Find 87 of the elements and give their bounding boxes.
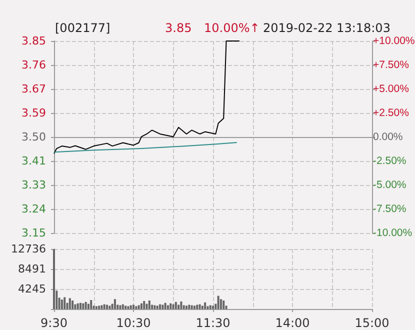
text: 10.00%↑ xyxy=(204,21,260,35)
bar xyxy=(180,301,182,309)
bar xyxy=(95,306,98,309)
bar xyxy=(182,305,185,309)
x-tick-label: 11:30 xyxy=(196,316,230,330)
y-tick-label: 4245 xyxy=(18,282,46,296)
y-tick-label: 3.67 xyxy=(22,82,46,96)
x-tick-label: 10:30 xyxy=(116,316,151,330)
bar xyxy=(74,304,76,309)
x-tick-label: 14:00 xyxy=(275,316,310,330)
bar xyxy=(172,304,174,309)
bar xyxy=(162,304,164,309)
y2-tick-label: +2.50% xyxy=(373,107,409,119)
bar xyxy=(156,306,158,309)
y-tick-label: 3.41 xyxy=(22,154,46,168)
bar xyxy=(212,306,214,309)
y-tick-label: 3.15 xyxy=(22,226,46,240)
y2-tick-label: +5.00% xyxy=(373,83,409,95)
bar xyxy=(188,304,190,309)
bar xyxy=(186,306,188,309)
bar xyxy=(72,300,74,309)
y-tick-label: 3.33 xyxy=(22,178,46,192)
bar xyxy=(159,304,161,309)
bar xyxy=(108,306,111,309)
bar xyxy=(103,304,106,309)
y-tick-label: 12736 xyxy=(11,242,46,256)
bar xyxy=(196,304,198,309)
text: 3.85 xyxy=(165,21,192,35)
bar xyxy=(220,299,222,309)
bar xyxy=(170,303,172,309)
bar xyxy=(148,300,150,309)
bar xyxy=(138,305,140,309)
y-tick-label: 3.85 xyxy=(22,34,46,48)
line-series xyxy=(54,40,240,154)
bar xyxy=(209,305,212,309)
y2-tick-label: 0.00% xyxy=(373,131,403,143)
bar xyxy=(119,305,122,309)
x-tick-label: 15:00 xyxy=(354,316,390,330)
y2-tick-label: +10.00% xyxy=(373,35,415,47)
y-tick-label: 3.24 xyxy=(22,202,46,216)
bar xyxy=(204,302,206,309)
bar xyxy=(146,304,148,309)
y-tick-label: 3.59 xyxy=(22,106,46,120)
bar xyxy=(222,300,225,309)
bar xyxy=(201,306,204,309)
text: 2019-02-22 13:18:03 xyxy=(263,21,390,35)
y2-tick-label: -5.00% xyxy=(373,179,406,191)
bar xyxy=(198,304,201,309)
bar xyxy=(84,302,87,309)
bar xyxy=(106,304,108,309)
y-tick-label: 3.76 xyxy=(22,58,46,72)
y2-tick-label: -7.50% xyxy=(373,203,406,215)
y2-tick-label: -10.00% xyxy=(373,227,412,239)
bar xyxy=(98,306,100,309)
bar xyxy=(154,305,156,309)
bar xyxy=(151,304,154,309)
bar xyxy=(132,304,134,309)
bar xyxy=(174,302,177,309)
chart-title: [002177] xyxy=(55,21,110,35)
bar xyxy=(68,298,71,309)
x-tick-label: 9:30 xyxy=(40,316,68,330)
line-series xyxy=(54,142,238,153)
bar xyxy=(135,306,138,309)
y-tick-label: 8491 xyxy=(18,262,46,276)
bar xyxy=(178,304,180,309)
bar xyxy=(82,303,84,309)
bar xyxy=(76,303,79,309)
bar xyxy=(114,299,116,309)
bar xyxy=(80,302,82,309)
bar xyxy=(190,305,193,309)
bar xyxy=(130,305,132,309)
bar xyxy=(217,296,220,309)
y2-tick-label: +7.50% xyxy=(373,59,409,71)
bar xyxy=(193,306,196,309)
y2-tick-label: -2.50% xyxy=(373,155,406,167)
bar xyxy=(143,300,146,309)
bar xyxy=(140,303,142,309)
bar xyxy=(60,300,63,309)
bar xyxy=(166,305,169,309)
bar xyxy=(124,306,127,309)
bar xyxy=(206,306,209,309)
bar xyxy=(164,302,166,309)
y-tick-label: 3.50 xyxy=(22,130,46,144)
bar xyxy=(100,305,103,309)
bar xyxy=(87,304,90,309)
bar xyxy=(90,300,92,309)
bar xyxy=(122,304,124,309)
